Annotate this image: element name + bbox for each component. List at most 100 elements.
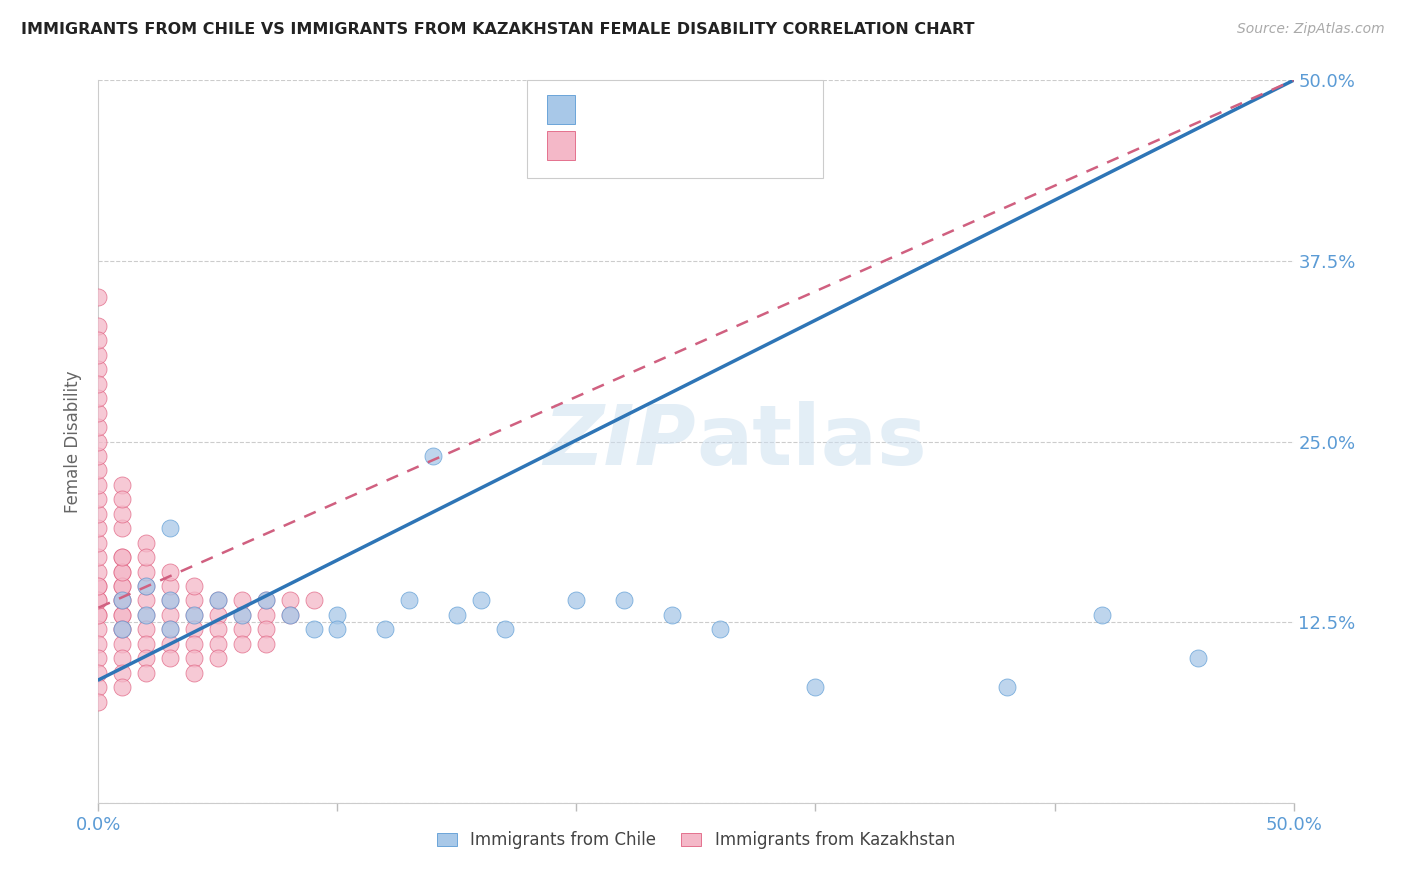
Point	[87, 607, 110, 622]
Point	[87, 579, 110, 593]
Text: IMMIGRANTS FROM CHILE VS IMMIGRANTS FROM KAZAKHSTAN FEMALE DISABILITY CORRELATIO: IMMIGRANTS FROM CHILE VS IMMIGRANTS FROM…	[21, 22, 974, 37]
Point	[111, 593, 134, 607]
Point	[183, 651, 205, 665]
Point	[111, 680, 134, 694]
Point	[87, 593, 110, 607]
Y-axis label: Female Disability: Female Disability	[65, 370, 83, 513]
Point	[87, 334, 110, 348]
Point	[87, 637, 110, 651]
Point	[111, 478, 134, 492]
Point	[709, 623, 731, 637]
Point	[87, 695, 110, 709]
Point	[135, 550, 157, 565]
Point	[1091, 607, 1114, 622]
Point	[183, 607, 205, 622]
Point	[159, 637, 181, 651]
Point	[111, 593, 134, 607]
Point	[87, 623, 110, 637]
Point	[111, 651, 134, 665]
Point	[159, 607, 181, 622]
Point	[278, 607, 301, 622]
Point	[87, 362, 110, 376]
Point	[87, 651, 110, 665]
Point	[159, 593, 181, 607]
Point	[470, 593, 492, 607]
Point	[87, 406, 110, 420]
Point	[374, 623, 396, 637]
Point	[207, 593, 229, 607]
Point	[302, 623, 325, 637]
Point	[159, 651, 181, 665]
Point	[207, 637, 229, 651]
Point	[254, 593, 277, 607]
Point	[87, 680, 110, 694]
Point	[183, 607, 205, 622]
Point	[87, 565, 110, 579]
Point	[87, 535, 110, 549]
Point	[111, 565, 134, 579]
Point	[135, 623, 157, 637]
Point	[111, 623, 134, 637]
Point	[278, 593, 301, 607]
Point	[159, 593, 181, 607]
Point	[111, 637, 134, 651]
Point	[207, 623, 229, 637]
Point	[254, 593, 277, 607]
Point	[183, 637, 205, 651]
Point	[159, 579, 181, 593]
Point	[135, 607, 157, 622]
Point	[183, 579, 205, 593]
Point	[231, 593, 253, 607]
Point	[135, 535, 157, 549]
Point	[111, 550, 134, 565]
Legend: Immigrants from Chile, Immigrants from Kazakhstan: Immigrants from Chile, Immigrants from K…	[430, 824, 962, 856]
Point	[111, 593, 134, 607]
Point	[254, 637, 277, 651]
Point	[111, 565, 134, 579]
Point	[111, 623, 134, 637]
Point	[87, 449, 110, 463]
Point	[231, 623, 253, 637]
Point	[254, 607, 277, 622]
Point	[159, 623, 181, 637]
Point	[111, 550, 134, 565]
Point	[135, 665, 157, 680]
Point	[111, 507, 134, 521]
Point	[231, 637, 253, 651]
Point	[422, 449, 444, 463]
Point	[159, 565, 181, 579]
Point	[494, 623, 516, 637]
Point	[804, 680, 827, 694]
Point	[87, 593, 110, 607]
Point	[87, 391, 110, 405]
Point	[135, 637, 157, 651]
Point	[183, 623, 205, 637]
Point	[183, 665, 205, 680]
Point	[111, 579, 134, 593]
Point	[231, 607, 253, 622]
Point	[183, 593, 205, 607]
Point	[135, 651, 157, 665]
Point	[87, 376, 110, 391]
Point	[87, 507, 110, 521]
Point	[135, 579, 157, 593]
Point	[135, 607, 157, 622]
Point	[326, 623, 349, 637]
Point	[87, 434, 110, 449]
Point	[87, 478, 110, 492]
Point	[111, 521, 134, 535]
Point	[159, 521, 181, 535]
Point	[111, 492, 134, 507]
Point	[207, 593, 229, 607]
Point	[565, 593, 588, 607]
Point	[87, 348, 110, 362]
Point	[254, 623, 277, 637]
Text: Source: ZipAtlas.com: Source: ZipAtlas.com	[1237, 22, 1385, 37]
Point	[207, 651, 229, 665]
Point	[87, 579, 110, 593]
Point	[1187, 651, 1209, 665]
Text: ZIP: ZIP	[543, 401, 696, 482]
Point	[613, 593, 636, 607]
Point	[87, 521, 110, 535]
Point	[87, 318, 110, 333]
